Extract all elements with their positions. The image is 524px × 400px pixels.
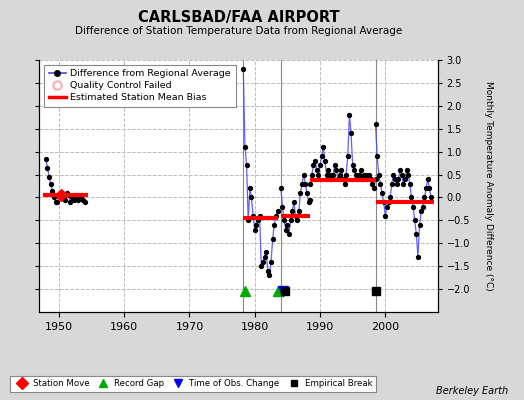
Legend: Difference from Regional Average, Quality Control Failed, Estimated Station Mean: Difference from Regional Average, Qualit…: [44, 65, 236, 107]
Text: CARLSBAD/FAA AIRPORT: CARLSBAD/FAA AIRPORT: [138, 10, 339, 25]
Legend: Station Move, Record Gap, Time of Obs. Change, Empirical Break: Station Move, Record Gap, Time of Obs. C…: [9, 376, 376, 392]
Text: Berkeley Earth: Berkeley Earth: [436, 386, 508, 396]
Text: Difference of Station Temperature Data from Regional Average: Difference of Station Temperature Data f…: [75, 26, 402, 36]
Y-axis label: Monthly Temperature Anomaly Difference (°C): Monthly Temperature Anomaly Difference (…: [484, 81, 493, 291]
